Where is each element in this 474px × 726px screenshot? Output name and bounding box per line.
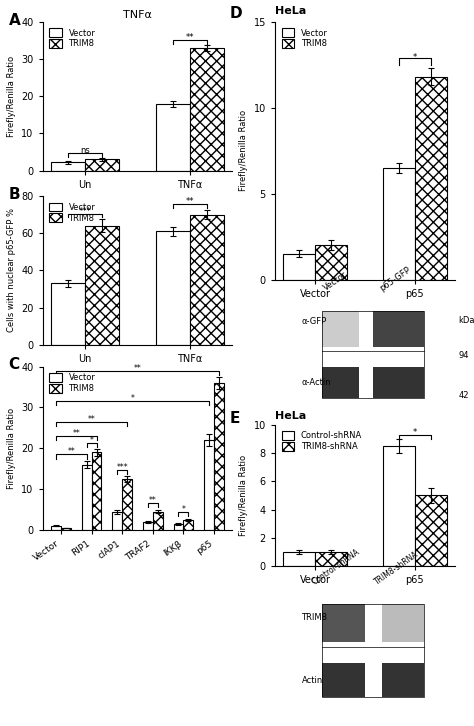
Bar <box>382 664 424 697</box>
Text: *: * <box>182 505 185 514</box>
Bar <box>383 446 415 566</box>
Text: ***: *** <box>79 207 91 216</box>
Text: α-GFP: α-GFP <box>301 317 327 327</box>
Text: A: A <box>9 13 20 28</box>
Bar <box>85 160 118 171</box>
Y-axis label: Cells with nuclear p65-GFP %: Cells with nuclear p65-GFP % <box>7 208 16 333</box>
Bar <box>51 163 85 171</box>
Bar <box>283 253 315 280</box>
Text: p65-GFP: p65-GFP <box>378 265 412 293</box>
Text: α-Actin: α-Actin <box>301 378 331 387</box>
Legend: Vector, TRIM8: Vector, TRIM8 <box>47 26 98 51</box>
Text: 94: 94 <box>458 351 469 360</box>
Text: *: * <box>413 52 417 62</box>
Text: TRIM8: TRIM8 <box>301 613 328 622</box>
Bar <box>156 104 190 171</box>
Bar <box>315 245 347 280</box>
Text: Vector: Vector <box>322 270 349 293</box>
Bar <box>190 48 224 171</box>
Bar <box>322 603 365 642</box>
Bar <box>373 311 424 347</box>
Text: **: ** <box>68 447 75 457</box>
Text: **: ** <box>186 33 194 42</box>
Bar <box>91 452 101 530</box>
Legend: Control-shRNA, TRIM8-shRNA: Control-shRNA, TRIM8-shRNA <box>279 429 365 454</box>
Text: *: * <box>131 394 135 404</box>
Bar <box>383 168 415 280</box>
Bar <box>51 526 61 530</box>
Bar <box>373 367 424 399</box>
Bar <box>82 465 91 530</box>
Bar <box>156 232 190 345</box>
Y-axis label: Firefly/Renilla Ratio: Firefly/Renilla Ratio <box>239 110 248 191</box>
Bar <box>143 522 153 530</box>
Text: E: E <box>230 411 240 425</box>
Bar <box>190 215 224 345</box>
Text: Actin: Actin <box>301 676 323 685</box>
Y-axis label: Firefly/Renilla Ratio: Firefly/Renilla Ratio <box>239 455 248 536</box>
Text: TRIM8-shRNA: TRIM8-shRNA <box>374 550 421 587</box>
Bar <box>51 283 85 345</box>
Text: B: B <box>9 187 20 202</box>
Bar <box>322 664 365 697</box>
Bar <box>415 495 447 566</box>
Bar <box>122 479 132 530</box>
Text: 42: 42 <box>458 391 469 399</box>
Bar <box>322 311 424 399</box>
Bar <box>112 512 122 530</box>
Text: Control-shRNA: Control-shRNA <box>310 547 361 587</box>
Text: *: * <box>413 428 417 437</box>
Text: **: ** <box>73 429 80 438</box>
Text: ***: *** <box>117 462 128 472</box>
Text: kDa: kDa <box>458 317 474 325</box>
Text: ns: ns <box>80 147 90 155</box>
Bar <box>204 440 214 530</box>
Text: *: * <box>90 436 93 446</box>
Bar <box>214 383 224 530</box>
Legend: Vector, TRIM8: Vector, TRIM8 <box>47 200 98 225</box>
Legend: Vector, TRIM8: Vector, TRIM8 <box>279 26 330 51</box>
Bar <box>415 77 447 280</box>
Text: **: ** <box>149 496 156 505</box>
Bar <box>173 524 183 530</box>
Bar <box>382 603 424 642</box>
Bar <box>315 552 347 566</box>
Y-axis label: Firefly/Renilla Ratio: Firefly/Renilla Ratio <box>7 56 16 136</box>
Bar <box>322 367 359 399</box>
Text: C: C <box>9 356 19 372</box>
Bar <box>61 528 71 530</box>
Legend: Vector, TRIM8: Vector, TRIM8 <box>47 371 98 396</box>
Bar <box>85 226 118 345</box>
Text: **: ** <box>186 197 194 206</box>
Bar <box>153 512 163 530</box>
Bar <box>283 552 315 566</box>
Text: D: D <box>230 7 243 21</box>
Text: HeLa: HeLa <box>275 7 306 16</box>
Y-axis label: Firefly/Renilla Ratio: Firefly/Renilla Ratio <box>7 408 16 489</box>
Text: **: ** <box>134 364 141 372</box>
Text: HeLa: HeLa <box>275 411 306 420</box>
Text: **: ** <box>88 415 95 424</box>
Title: TNFα: TNFα <box>123 9 152 20</box>
Bar <box>183 520 193 530</box>
Bar <box>322 603 424 697</box>
Bar <box>322 311 359 347</box>
